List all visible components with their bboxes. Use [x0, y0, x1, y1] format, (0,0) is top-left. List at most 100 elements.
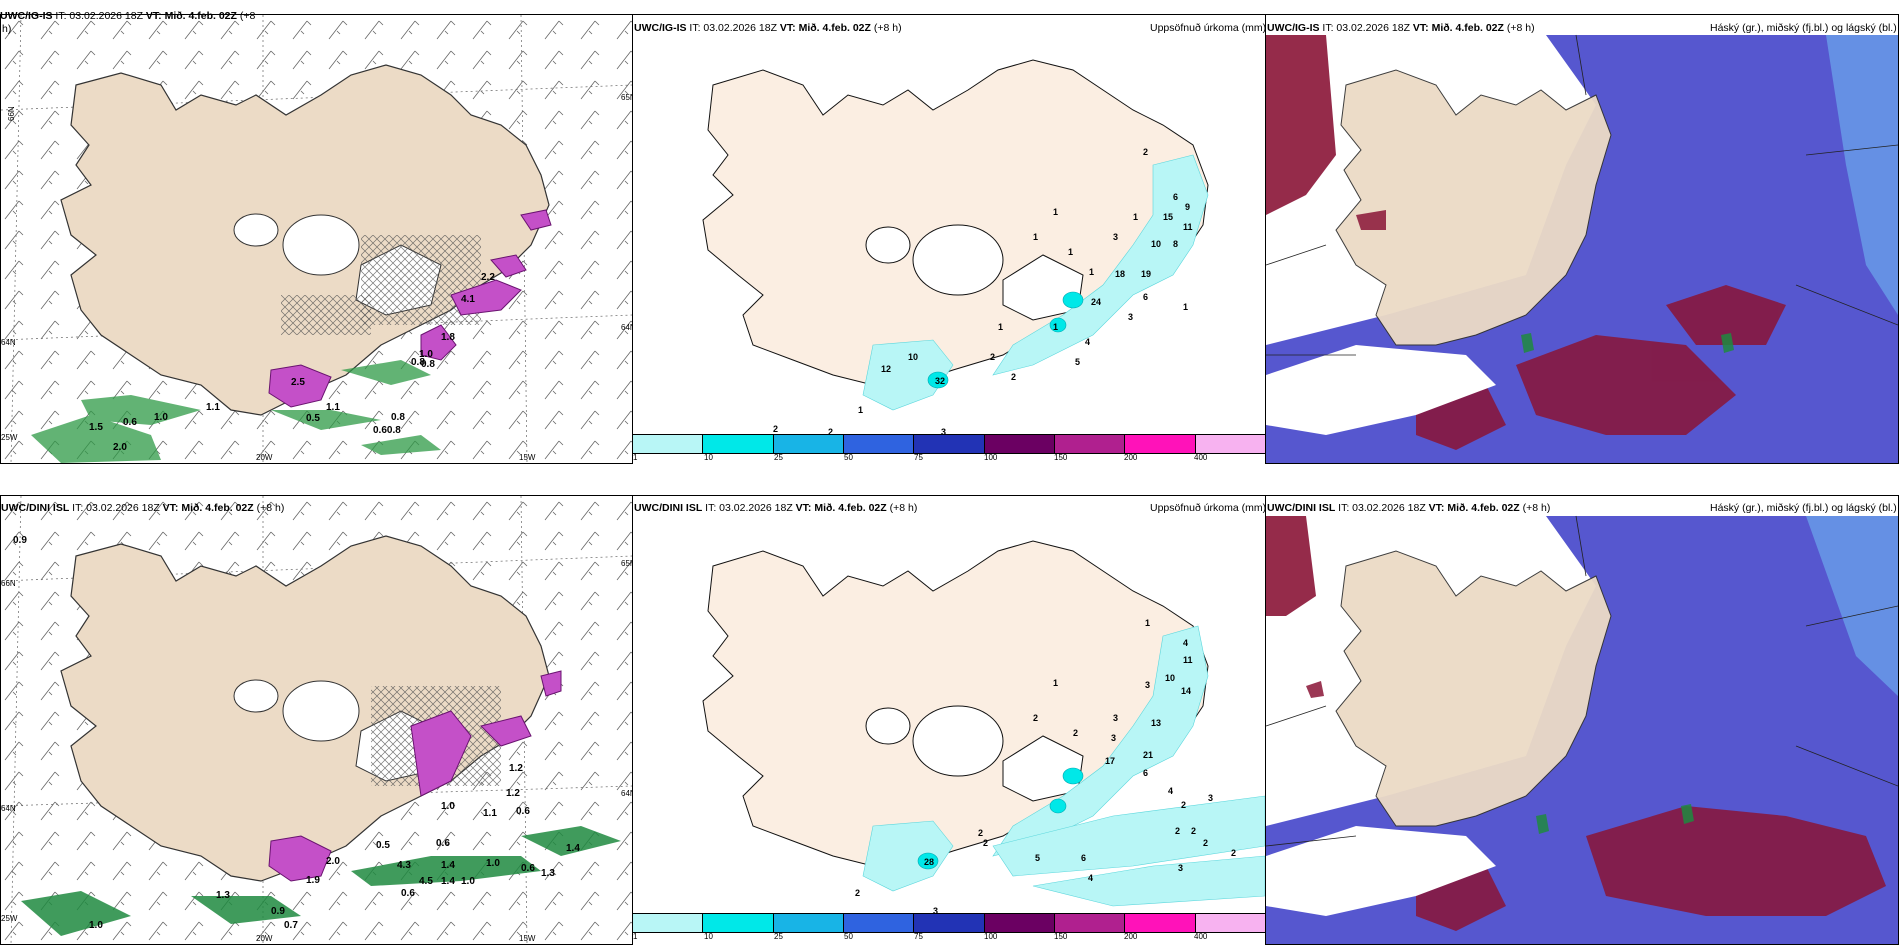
- top-precip-units: Uppsöfnuð úrkoma (mm): [1150, 22, 1267, 34]
- wind-value: 1.4: [441, 860, 455, 871]
- bottom-precip-values: 1 4 11 10 14 3 13 1 2 2 3 3 17 21 6 4 3 …: [855, 618, 1236, 916]
- colorbar-label: 200: [1124, 932, 1138, 941]
- wind-value: 0.7: [284, 920, 298, 931]
- bottom-precip-map: 1 4 11 10 14 3 13 1 2 2 3 3 17 21 6 4 3 …: [632, 495, 1266, 916]
- wind-value: 1.0: [486, 858, 500, 869]
- bottom-wind-values: 0.9 1.0 0.6 1.2 1.1 0.6 1.4 0.6 1.3 1.0 …: [13, 535, 580, 931]
- precip-value: 28: [924, 857, 934, 867]
- precip-value: 3: [1128, 312, 1133, 322]
- precip-value: 2: [855, 888, 860, 898]
- wind-value: 1.0: [419, 349, 433, 360]
- colorbar-label: 400: [1194, 932, 1208, 941]
- valid-time: VT: Mið. 4.feb. 02Z: [779, 22, 871, 34]
- model-name: UWC/DINI ISL: [634, 502, 703, 514]
- precip-value: 3: [1113, 232, 1118, 242]
- wind-value: 1.0: [154, 412, 168, 423]
- model-name: UWC/DINI ISL: [1, 502, 70, 514]
- precip-value: 24: [1091, 297, 1101, 307]
- precip-value: 1: [1183, 302, 1188, 312]
- precip-value: 4: [1088, 873, 1093, 883]
- bottom-precip-title: UWC/DINI ISL IT: 03.02.2026 18Z VT: Mið.…: [634, 502, 917, 514]
- wind-value: 0.6: [516, 806, 530, 817]
- top-precip-map: 2 1 1 1 1 3 15 6 9 11 10 8 19 24 18 6 3 …: [632, 14, 1266, 437]
- precip-value: 8: [1173, 239, 1178, 249]
- precip-value: 2: [1011, 372, 1016, 382]
- model-name: UWC/IG-IS: [1267, 22, 1320, 34]
- wind-value: 1.0: [461, 876, 475, 887]
- init-time: IT: 03.02.2026 18Z: [72, 502, 160, 514]
- top-wind-map: 66N 64N 65N 25W 20W 15W 64N 1.1 0.6 1.0 …: [0, 14, 633, 464]
- axis-lat64b-label: 64N: [621, 789, 632, 798]
- precip-value: 2: [828, 427, 833, 437]
- bottom-precip-colorbar: [632, 913, 1266, 933]
- colorbar-label: 1: [633, 453, 638, 462]
- wind-value: 2.0: [113, 442, 127, 453]
- colorbar-seg: [984, 914, 1055, 932]
- wind-value: 1.2: [506, 788, 520, 799]
- bottom-wind-map: 66N 64N 65N 25W 20W 15W 64N 0.9 1.0 0.6 …: [0, 495, 633, 945]
- precip-value: 10: [908, 352, 918, 362]
- precip-value: 1: [1089, 267, 1094, 277]
- init-time: IT: 03.02.2026 18Z: [55, 10, 143, 22]
- precip-value: 11: [1183, 655, 1193, 665]
- precip-value: 1: [858, 405, 863, 415]
- precip-value: 11: [1183, 222, 1193, 232]
- precip-value: 3: [1113, 713, 1118, 723]
- colorbar-seg: [1195, 914, 1265, 932]
- precip-value: 4: [1085, 337, 1090, 347]
- axis-15w-label: 15W: [519, 453, 536, 462]
- wind-value: 1.1: [206, 402, 220, 413]
- wind-value: 4.1: [461, 294, 475, 305]
- precip-value: 3: [1208, 793, 1213, 803]
- wind-value: 1.0: [441, 801, 455, 812]
- wind-value: 0.60.8: [373, 425, 401, 436]
- top-cloud-map: [1265, 14, 1899, 464]
- colorbar-label: 25: [774, 932, 783, 941]
- init-time: IT: 03.02.2026 18Z: [689, 22, 777, 34]
- colorbar-label: 200: [1124, 453, 1138, 462]
- iceland-land-top-cloud: [1335, 69, 1612, 346]
- valid-time: VT: Mið. 4.feb. 02Z: [795, 502, 887, 514]
- top-wind-svg: 66N 64N 65N 25W 20W 15W 64N 1.1 0.6 1.0 …: [1, 15, 632, 463]
- precip-value: 1: [1068, 247, 1073, 257]
- wind-value: 0.5: [376, 840, 390, 851]
- precip-value: 14: [1181, 686, 1191, 696]
- lead-time: (+8 h): [256, 502, 285, 514]
- axis-25w-label: 25W: [1, 914, 18, 923]
- axis-20w-label: 20W: [256, 934, 273, 943]
- precip-value: 5: [1075, 357, 1080, 367]
- bottom-wind-title: UWC/DINI ISL IT: 03.02.2026 18Z VT: Mið.…: [1, 502, 284, 514]
- valid-time: VT: Mið. 4.feb. 02Z: [1428, 502, 1520, 514]
- model-name: UWC/IG-IS: [634, 22, 687, 34]
- colorbar-seg: [914, 914, 985, 932]
- precip-value: 10: [1151, 239, 1161, 249]
- precip-value: 2: [1175, 826, 1180, 836]
- precip-value: 9: [1185, 202, 1190, 212]
- wind-value: 1.5: [89, 422, 103, 433]
- precip-value: 5: [1035, 853, 1040, 863]
- lead-time: (+8 h): [1522, 502, 1551, 514]
- precip-value: 2: [773, 424, 778, 434]
- colorbar-label: 25: [774, 453, 783, 462]
- axis-lat65-label: 65N: [621, 559, 632, 568]
- precip-value: 19: [1141, 269, 1151, 279]
- wind-value: 0.8: [411, 357, 425, 368]
- wind-value: 1.3: [216, 890, 230, 901]
- precip-value: 3: [1145, 680, 1150, 690]
- precip-value: 1: [1053, 678, 1058, 688]
- colorbar-label: 75: [914, 453, 923, 462]
- top-precip-values: 2 1 1 1 1 3 15 6 9 11 10 8 19 24 18 6 3 …: [773, 147, 1193, 437]
- colorbar-label: 75: [914, 932, 923, 941]
- top-wind-title-cont: h): [2, 23, 12, 35]
- colorbar-seg: [1054, 435, 1126, 453]
- wind-value: 0.5: [306, 413, 320, 424]
- wind-value: 0.9: [271, 906, 285, 917]
- axis-20w-label: 20W: [256, 453, 273, 462]
- colorbar-seg: [703, 435, 774, 453]
- colorbar-seg: [984, 435, 1055, 453]
- wind-value: 4.3: [397, 860, 411, 871]
- colorbar-seg: [1125, 435, 1196, 453]
- precip-value: 3: [1111, 733, 1116, 743]
- precip-value: 3: [933, 906, 938, 916]
- colorbar-label: 100: [984, 932, 998, 941]
